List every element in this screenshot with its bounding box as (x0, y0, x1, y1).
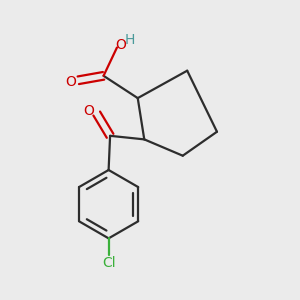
Text: O: O (83, 104, 94, 118)
Text: Cl: Cl (102, 256, 116, 270)
Text: H: H (125, 33, 135, 46)
Text: O: O (115, 38, 126, 52)
Text: O: O (65, 75, 76, 89)
